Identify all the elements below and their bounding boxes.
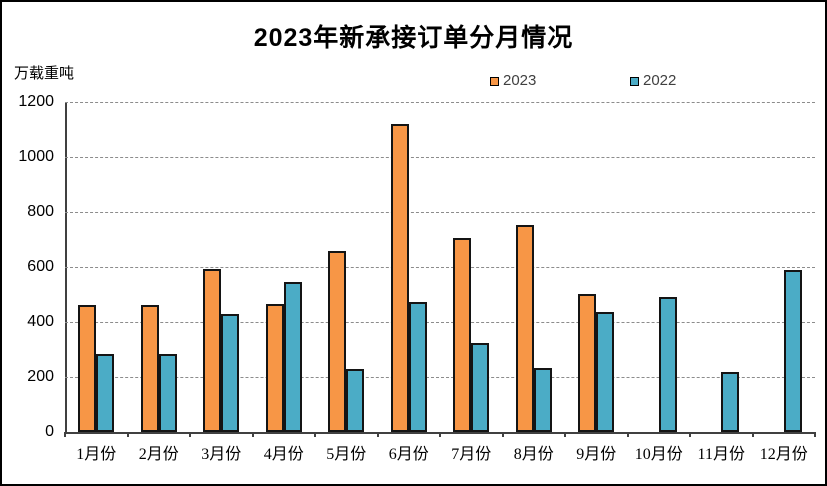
bar-2023-9月份 — [578, 294, 597, 432]
bar-2022-11月份 — [721, 372, 740, 432]
y-axis-unit-label: 万载重吨 — [14, 65, 75, 82]
y-tick-label-200: 200 — [27, 368, 54, 385]
y-tick-label-1200: 1200 — [18, 93, 54, 110]
bar-2022-5月份 — [346, 369, 365, 432]
x-axis-tick — [64, 432, 66, 437]
chart-title: 2023年新承接订单分月情况 — [253, 24, 574, 52]
gridline-600 — [65, 267, 815, 268]
x-axis-tick — [126, 432, 129, 437]
x-tick-label-4月份: 4月份 — [263, 446, 304, 463]
x-axis-tick — [814, 432, 816, 437]
bar-2022-12月份 — [783, 270, 802, 432]
x-tick-label-10月份: 10月份 — [634, 446, 683, 463]
x-tick-label-11月份: 11月份 — [697, 446, 745, 463]
bar-2023-5月份 — [328, 251, 347, 432]
legend-label-2022: 2022 — [643, 72, 677, 89]
y-tick-label-800: 800 — [27, 203, 54, 220]
x-axis-tick — [251, 432, 254, 437]
x-tick-label-8月份: 8月份 — [513, 446, 554, 463]
x-axis-tick — [564, 432, 566, 437]
x-axis-tick — [501, 432, 504, 437]
legend-marker-2023 — [490, 76, 499, 86]
x-tick-label-7月份: 7月份 — [451, 446, 492, 463]
bar-2022-7月份 — [471, 343, 490, 432]
chart-legend: 2023 2022 — [2, 72, 825, 90]
bar-2023-8月份 — [515, 225, 534, 432]
bar-2022-2月份 — [158, 354, 177, 432]
y-tick-label-600: 600 — [27, 258, 54, 275]
x-axis-tick — [376, 432, 379, 437]
bar-2022-4月份 — [283, 282, 302, 432]
x-tick-label-12月份: 12月份 — [759, 446, 808, 463]
gridline-1000 — [65, 157, 815, 158]
gridline-800 — [65, 212, 815, 213]
bar-2023-7月份 — [453, 238, 472, 432]
bar-2023-3月份 — [203, 269, 222, 432]
y-tick-label-1000: 1000 — [18, 148, 54, 165]
x-axis-tick — [751, 432, 754, 437]
legend-item-2022: 2022 — [630, 72, 676, 90]
bar-2022-3月份 — [221, 314, 240, 432]
bar-2022-9月份 — [596, 312, 615, 432]
x-tick-label-2月份: 2月份 — [138, 446, 179, 463]
x-axis-tick — [189, 432, 191, 437]
y-tick-label-400: 400 — [27, 313, 54, 330]
bar-2023-1月份 — [78, 305, 97, 432]
bar-2022-1月份 — [96, 354, 115, 432]
bar-2023-2月份 — [140, 305, 159, 432]
x-axis-tick — [626, 432, 629, 437]
bar-2023-6月份 — [390, 124, 409, 432]
x-tick-label-6月份: 6月份 — [388, 446, 429, 463]
bar-2023-4月份 — [265, 304, 284, 432]
legend-marker-2022 — [630, 76, 639, 86]
bar-2022-10月份 — [658, 297, 677, 432]
bar-2022-6月份 — [408, 302, 427, 432]
legend-label-2023: 2023 — [503, 72, 537, 89]
x-axis-tick — [689, 432, 691, 437]
gridline-1200 — [65, 102, 815, 103]
gridline-400 — [65, 322, 815, 323]
x-tick-label-9月份: 9月份 — [576, 446, 617, 463]
x-tick-label-5月份: 5月份 — [326, 446, 367, 463]
y-tick-label-0: 0 — [45, 423, 54, 440]
x-tick-label-1月份: 1月份 — [76, 446, 117, 463]
x-tick-label-3月份: 3月份 — [201, 446, 242, 463]
x-axis-tick — [439, 432, 441, 437]
plot-area: 0 200 400 600 800 1000 1200 1月份 2月份 3月份 4月份 5月份 6月份 7… — [18, 93, 816, 463]
bar-2022-8月份 — [533, 368, 552, 432]
legend-item-2023: 2023 — [490, 72, 536, 90]
gridline-200 — [65, 377, 815, 378]
x-axis-tick — [314, 432, 316, 437]
